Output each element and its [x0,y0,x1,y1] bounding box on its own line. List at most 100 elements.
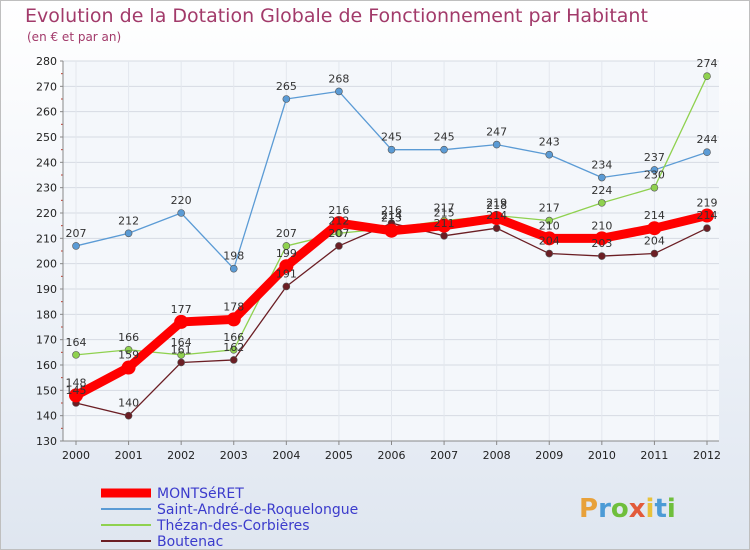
data-point [647,221,662,236]
logo-letter: i [667,494,676,524]
data-point [440,145,448,154]
data-label: 230 [644,169,665,182]
data-label: 161 [171,343,192,356]
legend-label: Thézan-des-Corbières [156,518,310,534]
data-label: 214 [486,209,507,222]
data-point [650,166,659,174]
data-point [72,242,80,250]
data-label: 164 [171,336,192,349]
data-label: 237 [644,151,665,164]
data-label: 214 [381,209,402,222]
x-tick-label: 2009 [535,449,563,462]
data-label: 214 [697,209,718,222]
y-tick-label: 180 [36,308,57,321]
data-label: 207 [276,227,297,240]
x-tick-label: 2004 [272,449,300,462]
y-tick-label: 240 [36,156,57,169]
data-point [229,356,238,364]
data-label: 216 [381,204,402,217]
data-point [545,216,554,225]
data-label: 199 [276,247,297,260]
data-point [69,388,83,403]
data-label: 191 [276,267,297,280]
data-point [177,209,185,217]
x-tick-label: 2001 [115,449,143,462]
data-point [542,231,557,246]
y-tick-label: 220 [36,207,57,220]
data-label: 159 [118,349,139,362]
x-tick-label: 2008 [483,449,511,462]
data-point [229,264,238,273]
data-label: 198 [223,250,244,263]
x-tick-label: 2003 [220,449,248,462]
data-label: 145 [66,384,87,397]
data-label: 234 [591,159,612,172]
data-point [492,140,501,149]
data-label: 166 [223,331,244,344]
data-label: 220 [171,194,192,207]
x-tick-label: 2007 [430,449,458,462]
data-point [598,173,606,182]
x-tick-label: 2005 [325,449,353,462]
data-label: 211 [434,217,455,230]
grid-lines [63,60,719,442]
data-label: 265 [276,80,297,93]
data-label: 210 [591,219,612,232]
data-label: 268 [328,72,349,85]
data-point [121,360,136,375]
data-point [282,242,291,250]
x-tick-label: 2012 [693,449,721,462]
legend: MONTSéRETSaint-André-de-RoquelongueThéza… [101,486,358,549]
logo-letter: r [598,494,611,524]
data-point [335,87,343,96]
data-label: 219 [486,197,507,210]
data-point [282,95,291,103]
data-point [492,224,501,232]
data-point [594,231,609,246]
data-label: 218 [486,199,507,212]
y-tick-label: 130 [36,435,57,448]
y-tick-label: 170 [36,334,57,347]
data-label: 162 [223,341,244,354]
y-tick-label: 160 [36,359,57,372]
data-label: 245 [434,131,455,144]
x-tick-label: 2011 [640,449,668,462]
data-point [703,224,711,232]
x-tick-label: 2000 [62,449,90,462]
logo-letter: x [629,494,646,524]
data-point [331,216,346,231]
data-label: 164 [66,336,87,349]
data-point [700,208,714,223]
y-tick-label: 140 [36,410,57,423]
data-label: 207 [66,227,87,240]
data-point [177,351,185,359]
data-point [598,199,606,207]
data-label: 210 [539,219,560,232]
data-label: 215 [434,207,455,220]
legend-label: MONTSéRET [157,486,244,502]
y-tick-label: 270 [36,80,57,93]
series-lines [69,72,714,420]
data-point [440,232,448,240]
logo-text: Proxiti [579,494,676,524]
data-label: 204 [644,235,665,248]
legend-label: Saint-André-de-Roquelongue [157,502,358,518]
axes: 130 140 150 160 170 180 190 200 210 220 230 240 250 2… [36,55,721,462]
data-point [229,345,238,354]
data-point [174,314,189,329]
data-label: 219 [697,197,718,210]
logo-letter: t [654,494,666,524]
x-tick-label: 2002 [167,449,195,462]
data-point [703,72,711,80]
logo-letter: P [579,494,598,524]
data-point [124,229,133,238]
data-point [387,145,396,154]
data-label: 216 [328,204,349,217]
data-point [279,259,294,274]
y-tick-label: 200 [36,258,57,271]
data-label: 217 [539,202,560,215]
x-tick-label: 2010 [588,449,616,462]
y-tick-label: 190 [36,283,57,296]
data-label: 212 [118,214,139,227]
